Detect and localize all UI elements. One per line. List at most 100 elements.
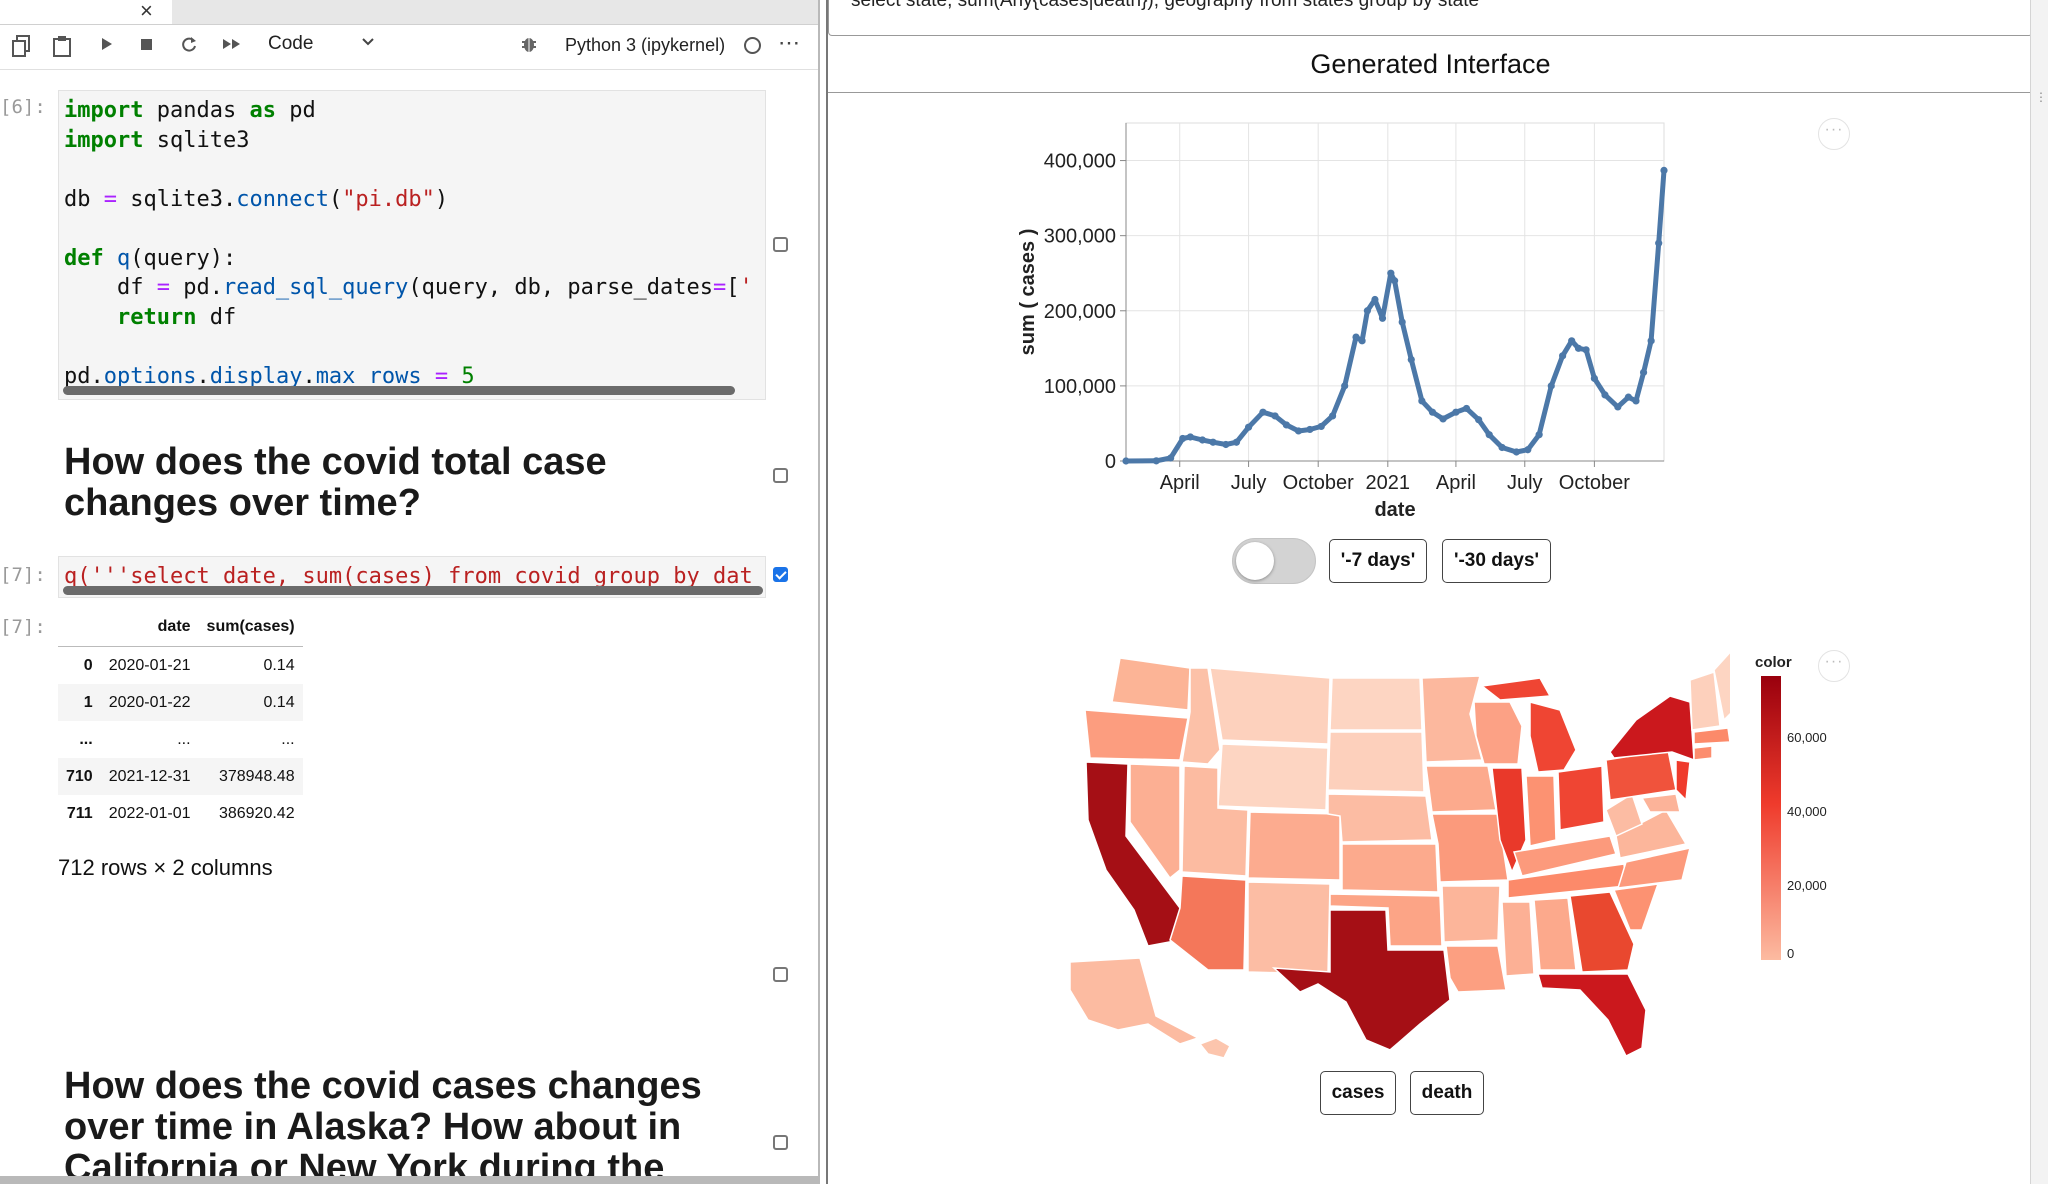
data-point[interactable]	[1222, 440, 1230, 449]
data-point[interactable]	[1317, 422, 1325, 431]
state-oregon[interactable]	[1084, 709, 1189, 761]
data-point[interactable]	[1498, 443, 1506, 452]
data-point[interactable]	[1475, 416, 1483, 424]
data-point[interactable]	[1358, 337, 1366, 345]
data-point[interactable]	[1152, 457, 1160, 465]
data-point[interactable]	[1363, 307, 1371, 315]
chevron-down-icon[interactable]	[360, 33, 376, 54]
state-new-york[interactable]	[1609, 695, 1695, 762]
state-nebraska[interactable]	[1327, 793, 1433, 843]
state-minnesota[interactable]	[1421, 675, 1483, 763]
cell-type-select[interactable]: Code	[268, 33, 314, 54]
toggle-switch[interactable]	[1232, 538, 1316, 584]
data-point[interactable]	[1632, 397, 1640, 405]
vertical-scrollbar[interactable]	[818, 0, 820, 1184]
data-point[interactable]	[1398, 318, 1406, 326]
data-point[interactable]	[1639, 368, 1648, 376]
data-point[interactable]	[1439, 415, 1447, 423]
state-maryland[interactable]	[1640, 793, 1681, 813]
data-point[interactable]	[1614, 403, 1622, 411]
data-point[interactable]	[1352, 333, 1360, 341]
data-point[interactable]	[1387, 269, 1395, 277]
cell-select-checkbox[interactable]	[773, 567, 788, 582]
data-point[interactable]	[1462, 404, 1471, 413]
data-point[interactable]	[1582, 346, 1590, 354]
state-alabama[interactable]	[1533, 897, 1577, 971]
cell-select-checkbox[interactable]	[773, 237, 788, 252]
state-montana[interactable]	[1209, 667, 1331, 745]
state-nevada[interactable]	[1129, 763, 1181, 880]
data-point[interactable]	[1259, 408, 1267, 416]
data-point[interactable]	[1186, 433, 1194, 441]
data-point[interactable]	[1244, 423, 1253, 431]
state-arizona[interactable]	[1169, 875, 1247, 971]
data-point[interactable]	[1167, 454, 1175, 462]
state-alaska[interactable]	[1069, 957, 1200, 1045]
data-point[interactable]	[1391, 277, 1399, 285]
data-point[interactable]	[1574, 344, 1583, 352]
data-point[interactable]	[1378, 314, 1387, 322]
cases-button[interactable]: cases	[1320, 1071, 1396, 1115]
data-point[interactable]	[1601, 391, 1609, 399]
cell-select-checkbox[interactable]	[773, 1135, 788, 1150]
data-point[interactable]	[1535, 431, 1543, 439]
state-vermont-nh[interactable]	[1689, 670, 1721, 731]
state-north-carolina[interactable]	[1616, 847, 1692, 889]
chart-more-icon[interactable]: ···	[1818, 118, 1850, 150]
data-point[interactable]	[1418, 397, 1426, 405]
map-more-icon[interactable]: ···	[1818, 650, 1850, 682]
data-point[interactable]	[1547, 382, 1555, 390]
state-hawaii[interactable]	[1198, 1037, 1231, 1059]
data-point[interactable]	[1660, 166, 1668, 174]
data-point[interactable]	[1590, 374, 1598, 382]
last-7-days-button[interactable]: '-7 days'	[1329, 539, 1427, 583]
state-maine[interactable]	[1713, 648, 1730, 722]
data-point[interactable]	[1341, 382, 1349, 390]
data-point[interactable]	[1407, 356, 1415, 364]
state-colorado[interactable]	[1247, 811, 1341, 881]
paste-icon[interactable]	[52, 35, 72, 64]
series-line-cases[interactable]	[1125, 170, 1667, 464]
state-new-jersey[interactable]	[1675, 759, 1691, 802]
close-icon[interactable]: ×	[140, 0, 153, 23]
data-point[interactable]	[1485, 431, 1493, 439]
state-michigan[interactable]	[1529, 701, 1577, 773]
state-georgia[interactable]	[1569, 891, 1635, 973]
kernel-name[interactable]: Python 3 (ipykernel)	[565, 35, 726, 55]
data-point[interactable]	[1655, 239, 1663, 247]
data-point[interactable]	[1524, 446, 1532, 454]
state-mississippi[interactable]	[1501, 901, 1535, 977]
data-point[interactable]	[1428, 408, 1437, 416]
data-point[interactable]	[1179, 434, 1187, 443]
data-point[interactable]	[1328, 412, 1337, 420]
state-kansas[interactable]	[1341, 843, 1439, 893]
vertical-scrollbar[interactable]	[2030, 0, 2048, 1184]
data-point[interactable]	[1371, 295, 1379, 304]
state-texas[interactable]	[1271, 909, 1451, 1051]
code-editor[interactable]: import pandas as pd import sqlite3 db = …	[64, 96, 753, 391]
state-oklahoma[interactable]	[1329, 893, 1443, 947]
state-michigan-upper[interactable]	[1480, 677, 1552, 701]
data-point[interactable]	[1568, 337, 1576, 345]
state-indiana[interactable]	[1525, 775, 1557, 847]
state-massachusetts[interactable]	[1693, 727, 1730, 745]
state-utah[interactable]	[1181, 765, 1249, 877]
state-west-virginia[interactable]	[1605, 792, 1643, 838]
bug-icon[interactable]	[520, 34, 538, 59]
state-washington[interactable]	[1111, 657, 1191, 711]
us-choropleth-map[interactable]	[1030, 640, 1730, 1060]
data-point[interactable]	[1452, 408, 1460, 416]
run-icon[interactable]	[100, 35, 114, 59]
data-point[interactable]	[1198, 436, 1207, 444]
code-cell-imports[interactable]: import pandas as pd import sqlite3 db = …	[58, 90, 766, 400]
data-point[interactable]	[1559, 352, 1567, 360]
line-chart[interactable]: 0 100,000 200,000 300,000 400,000 April July Oc…	[994, 115, 1874, 535]
state-iowa[interactable]	[1425, 765, 1497, 813]
restart-icon[interactable]	[180, 35, 198, 60]
cell-select-checkbox[interactable]	[773, 468, 788, 483]
state-idaho[interactable]	[1181, 667, 1221, 765]
data-point[interactable]	[1294, 427, 1303, 435]
state-wisconsin[interactable]	[1473, 701, 1523, 765]
code-cell-query[interactable]: q('''select date, sum(cases) from covid …	[58, 556, 766, 598]
state-north-dakota[interactable]	[1329, 677, 1423, 731]
